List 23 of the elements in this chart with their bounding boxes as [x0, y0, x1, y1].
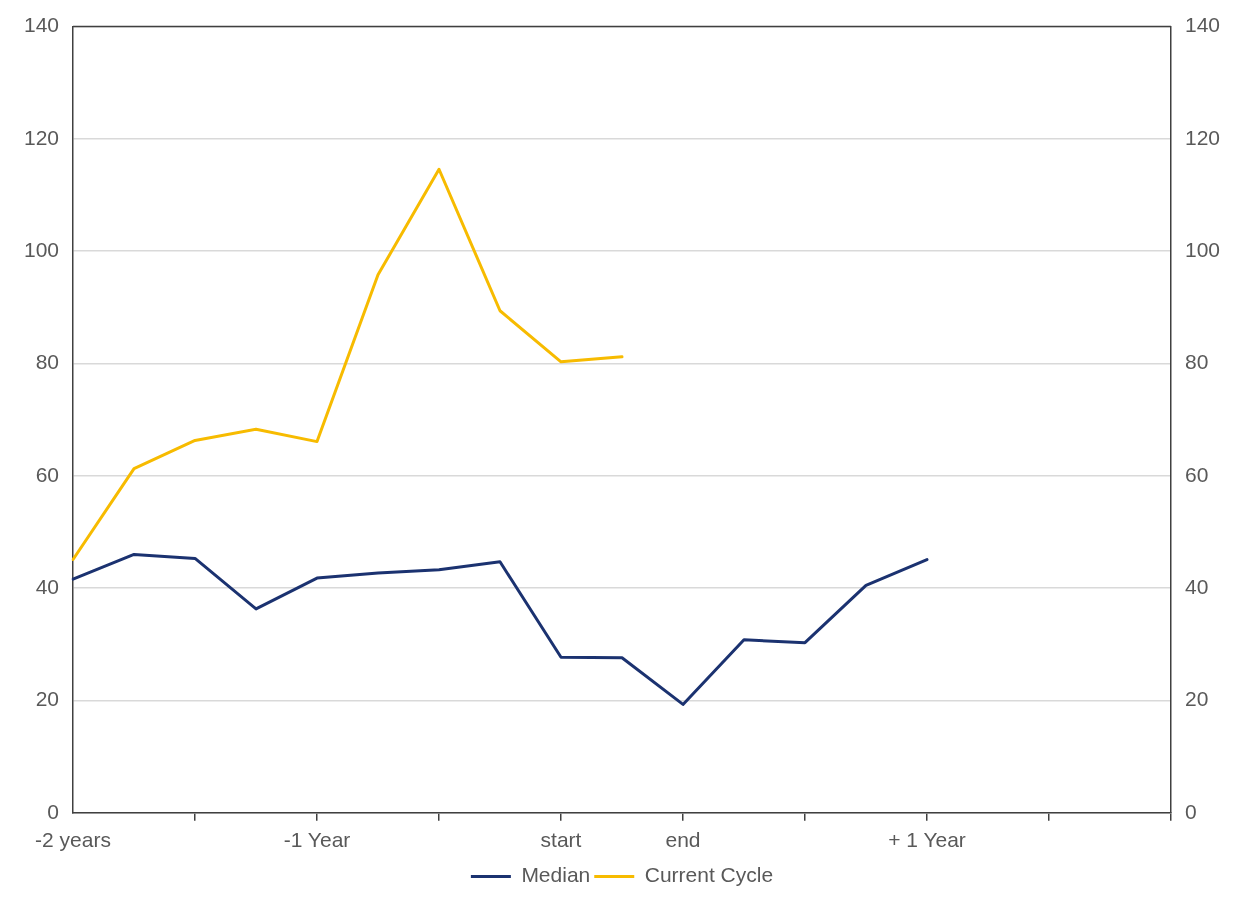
y-tick-label: 20: [35, 687, 60, 711]
y-tick-label: 80: [35, 350, 60, 374]
x-tick-label: end: [665, 828, 701, 852]
y2-tick-label: 80: [1184, 350, 1209, 374]
y-tick-label: 120: [23, 125, 60, 149]
y2-tick-label: 140: [1184, 13, 1221, 37]
y-tick-label: 40: [35, 574, 60, 598]
y2-tick-label: 0: [1184, 799, 1197, 823]
y2-tick-label: 120: [1184, 125, 1221, 149]
y2-tick-label: 20: [1184, 687, 1209, 711]
y2-tick-label: 40: [1184, 574, 1209, 598]
x-tick-label: start: [540, 828, 582, 852]
legend-label: Median: [521, 863, 591, 887]
y-tick-label: 100: [23, 238, 60, 262]
x-tick-label: + 1 Year: [888, 828, 966, 852]
x-tick-label: -1 Year: [283, 828, 351, 852]
y-tick-label: 140: [23, 13, 60, 37]
y-tick-label: 60: [35, 462, 60, 486]
y2-tick-label: 60: [1184, 462, 1209, 486]
legend-label: Current Cycle: [644, 863, 774, 887]
y2-tick-label: 100: [1184, 238, 1221, 262]
x-tick-label: -2 years: [35, 828, 111, 852]
y-tick-label: 0: [47, 799, 60, 823]
